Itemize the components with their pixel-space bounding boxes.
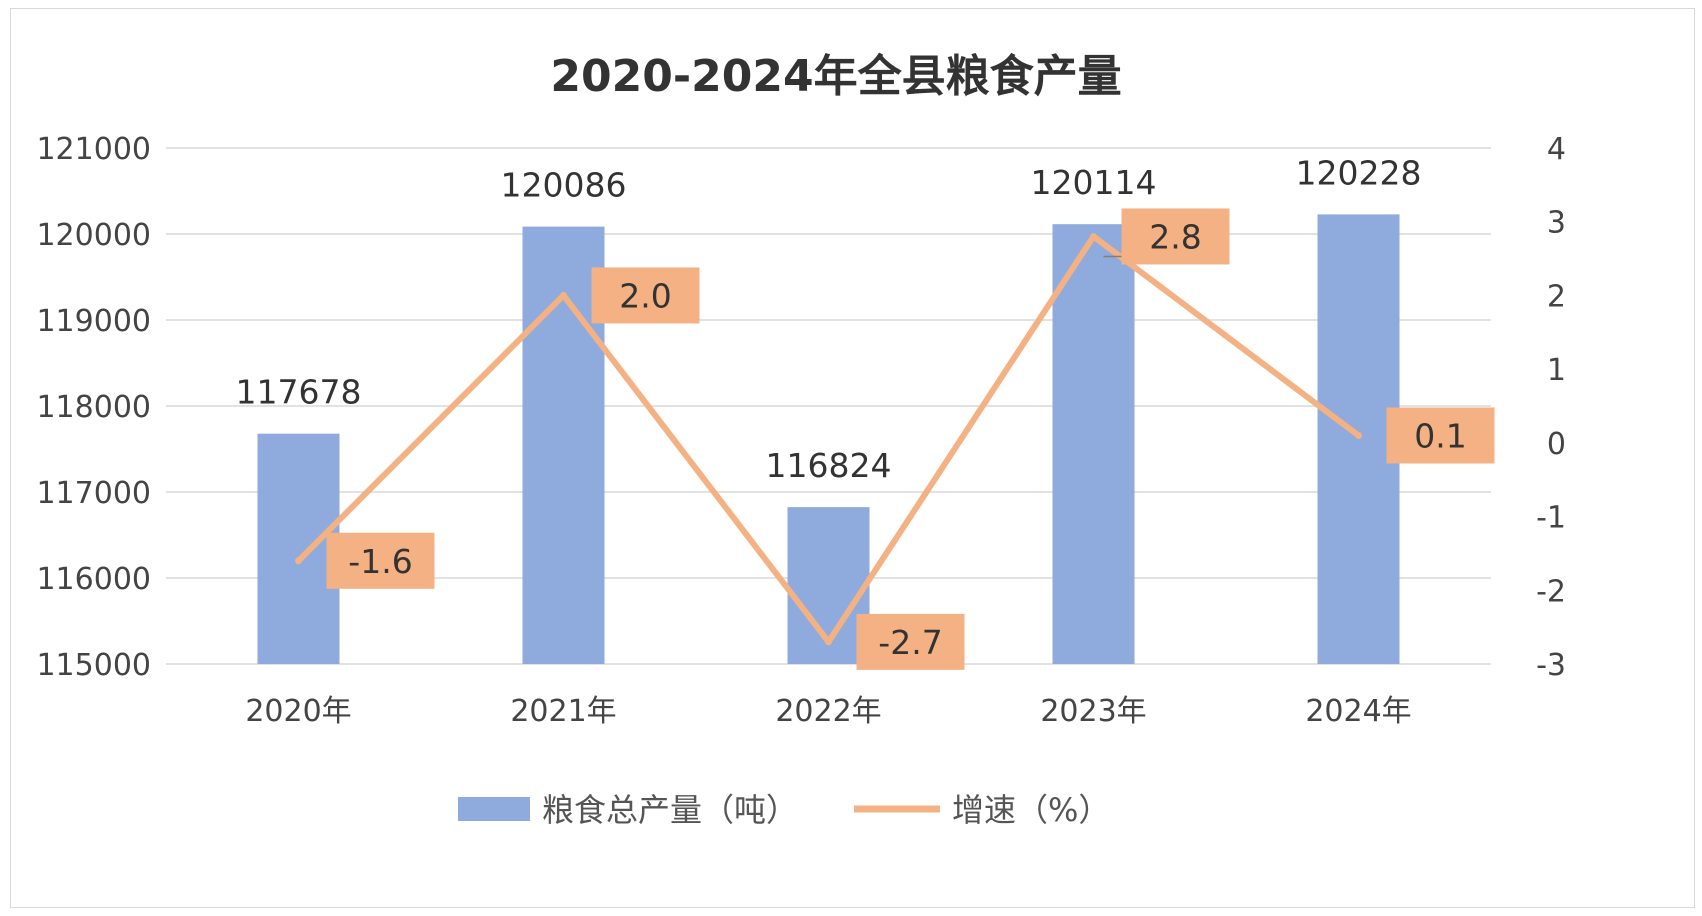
chart-title: 2020-2024年全县粮食产量: [550, 51, 1121, 102]
rate-label-text: -1.6: [348, 542, 412, 581]
growth-point: [295, 557, 302, 565]
left-axis-tick-label: 117000: [36, 476, 151, 511]
line-series: [295, 232, 1362, 646]
right-axis-tick-label: 3: [1547, 206, 1566, 241]
rate-label-box: [856, 613, 965, 670]
x-axis-tick-label: 2023年: [1040, 694, 1146, 729]
legend: 粮食总产量（吨） 增速（%）: [458, 791, 1110, 829]
bar: [1317, 214, 1400, 664]
right-axis-tick-label: 4: [1547, 132, 1566, 167]
bar-series: [257, 214, 1400, 665]
legend-bar-swatch: [458, 797, 530, 821]
rate-label-text: 0.1: [1414, 416, 1466, 455]
left-axis-tick-label: 120000: [36, 218, 151, 253]
rate-label-box: [326, 532, 435, 589]
bar-value-label: 120086: [501, 166, 627, 205]
right-axis: -3 -2 -1 0 1 2 3 4: [1536, 132, 1566, 683]
growth-point: [1355, 431, 1362, 439]
rate-label-box: [1386, 407, 1495, 464]
x-axis-tick-label: 2022年: [775, 694, 881, 729]
right-axis-tick-label: 1: [1547, 353, 1566, 388]
right-axis-tick-label: -3: [1536, 648, 1566, 683]
growth-point: [825, 638, 832, 646]
right-axis-tick-label: 2: [1547, 279, 1566, 314]
chart-svg: 2020-2024年全县粮食产量 115000 116000 117000 11800…: [36, 51, 1566, 829]
bar: [1052, 224, 1135, 665]
bar-value-label: 120228: [1296, 153, 1422, 192]
left-axis-tick-label: 116000: [36, 562, 151, 597]
left-axis-tick-label: 115000: [36, 648, 151, 683]
bar-value-label: 116824: [766, 446, 892, 485]
left-axis-tick-label: 119000: [36, 304, 151, 339]
x-axis: 2020年 2021年 2022年 2023年 2024年: [245, 694, 1411, 729]
bar: [257, 433, 340, 664]
bar-value-label: 120114: [1031, 163, 1157, 202]
right-axis-tick-label: 0: [1547, 427, 1566, 462]
left-axis-tick-label: 121000: [36, 132, 151, 167]
left-axis-tick-label: 118000: [36, 390, 151, 425]
rate-label-text: 2.0: [619, 276, 671, 315]
x-axis-tick-label: 2021年: [510, 694, 616, 729]
x-axis-tick-label: 2020年: [245, 694, 351, 729]
right-axis-tick-label: -1: [1536, 501, 1566, 536]
left-axis: 115000 116000 117000 118000 119000 120000 1210…: [36, 132, 151, 683]
rate-label-text: -2.7: [878, 623, 942, 662]
right-axis-tick-label: -2: [1536, 574, 1566, 609]
x-axis-tick-label: 2024年: [1305, 694, 1411, 729]
legend-bar-label: 粮食总产量（吨）: [542, 791, 798, 829]
rate-labels: -1.6 2.0 -2.7 2.8 0.1: [326, 208, 1495, 670]
bar-labels: 117678 120086 116824 120114 120228: [236, 153, 1422, 485]
bar-value-label: 117678: [236, 373, 362, 412]
growth-point: [1090, 232, 1097, 240]
growth-point: [560, 291, 567, 299]
rate-label-box: [591, 267, 700, 324]
rate-label-text: 2.8: [1149, 217, 1201, 256]
rate-label-box: [1121, 208, 1230, 265]
legend-line-label: 增速（%）: [952, 791, 1110, 829]
chart-frame: 2020-2024年全县粮食产量 115000 116000 117000 11800…: [10, 8, 1695, 908]
